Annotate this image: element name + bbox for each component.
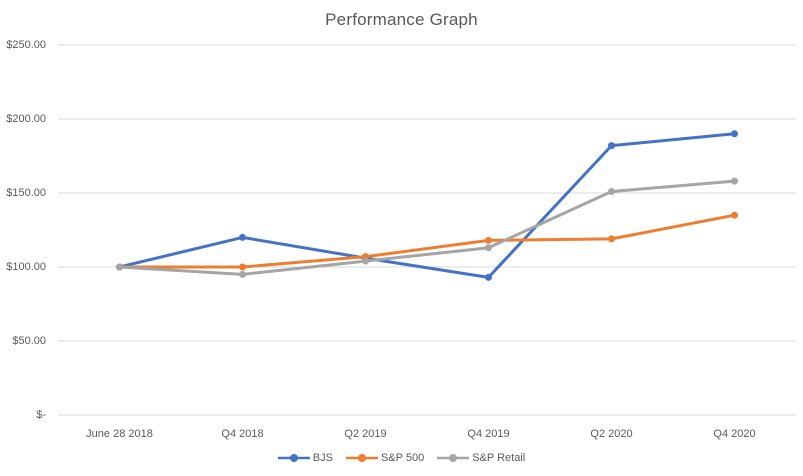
legend-line-marker-icon xyxy=(437,454,470,462)
data-point-s-p-retail xyxy=(485,244,492,252)
data-point-bjs xyxy=(239,233,246,241)
data-point-s-p-500 xyxy=(239,263,246,271)
y-tick-label: $100.00 xyxy=(6,261,46,273)
legend-label: S&P 500 xyxy=(380,452,425,464)
y-tick-label: $50.00 xyxy=(12,335,46,347)
data-point-s-p-retail xyxy=(116,263,123,271)
data-point-s-p-retail xyxy=(608,188,615,196)
data-point-s-p-retail xyxy=(239,270,246,278)
data-point-bjs xyxy=(485,273,492,281)
legend-item-s-p-retail: S&P Retail xyxy=(437,452,525,464)
y-tick-label: $150.00 xyxy=(6,187,46,199)
legend-line-marker-icon xyxy=(345,454,378,462)
legend-line-marker-icon xyxy=(277,454,310,462)
legend-item-s-p-500: S&P 500 xyxy=(345,452,425,464)
x-tick-label-q4-2019: Q4 2019 xyxy=(467,428,510,440)
y-tick-label: $200.00 xyxy=(6,113,46,125)
series-line-bjs xyxy=(118,132,736,279)
x-tick-label-q4-2020: Q4 2020 xyxy=(713,428,756,440)
data-point-s-p-500 xyxy=(608,235,615,243)
legend: BJS S&P 500 S&P Retail xyxy=(0,450,803,466)
y-tick-label: $250.00 xyxy=(6,39,46,51)
series-line-s-p-retail xyxy=(118,179,736,276)
legend-label: BJS xyxy=(312,452,333,464)
chart-title: Performance Graph xyxy=(325,10,478,29)
data-point-s-p-retail xyxy=(731,177,738,185)
y-tick-label: $- xyxy=(36,409,46,421)
legend-label: S&P Retail xyxy=(472,452,526,464)
x-tick-label-june-28-2018: June 28 2018 xyxy=(86,428,153,440)
data-point-s-p-500 xyxy=(731,211,738,219)
data-point-bjs xyxy=(608,142,615,150)
data-point-s-p-500 xyxy=(485,236,492,244)
data-point-s-p-retail xyxy=(362,257,369,265)
legend-item-bjs: BJS xyxy=(277,452,333,464)
x-tick-label-q2-2020: Q2 2020 xyxy=(590,428,633,440)
x-tick-label-q2-2019: Q2 2019 xyxy=(344,428,387,440)
series-line-s-p-500 xyxy=(118,213,736,269)
data-point-bjs xyxy=(731,130,738,138)
x-tick-label-q4-2018: Q4 2018 xyxy=(221,428,264,440)
